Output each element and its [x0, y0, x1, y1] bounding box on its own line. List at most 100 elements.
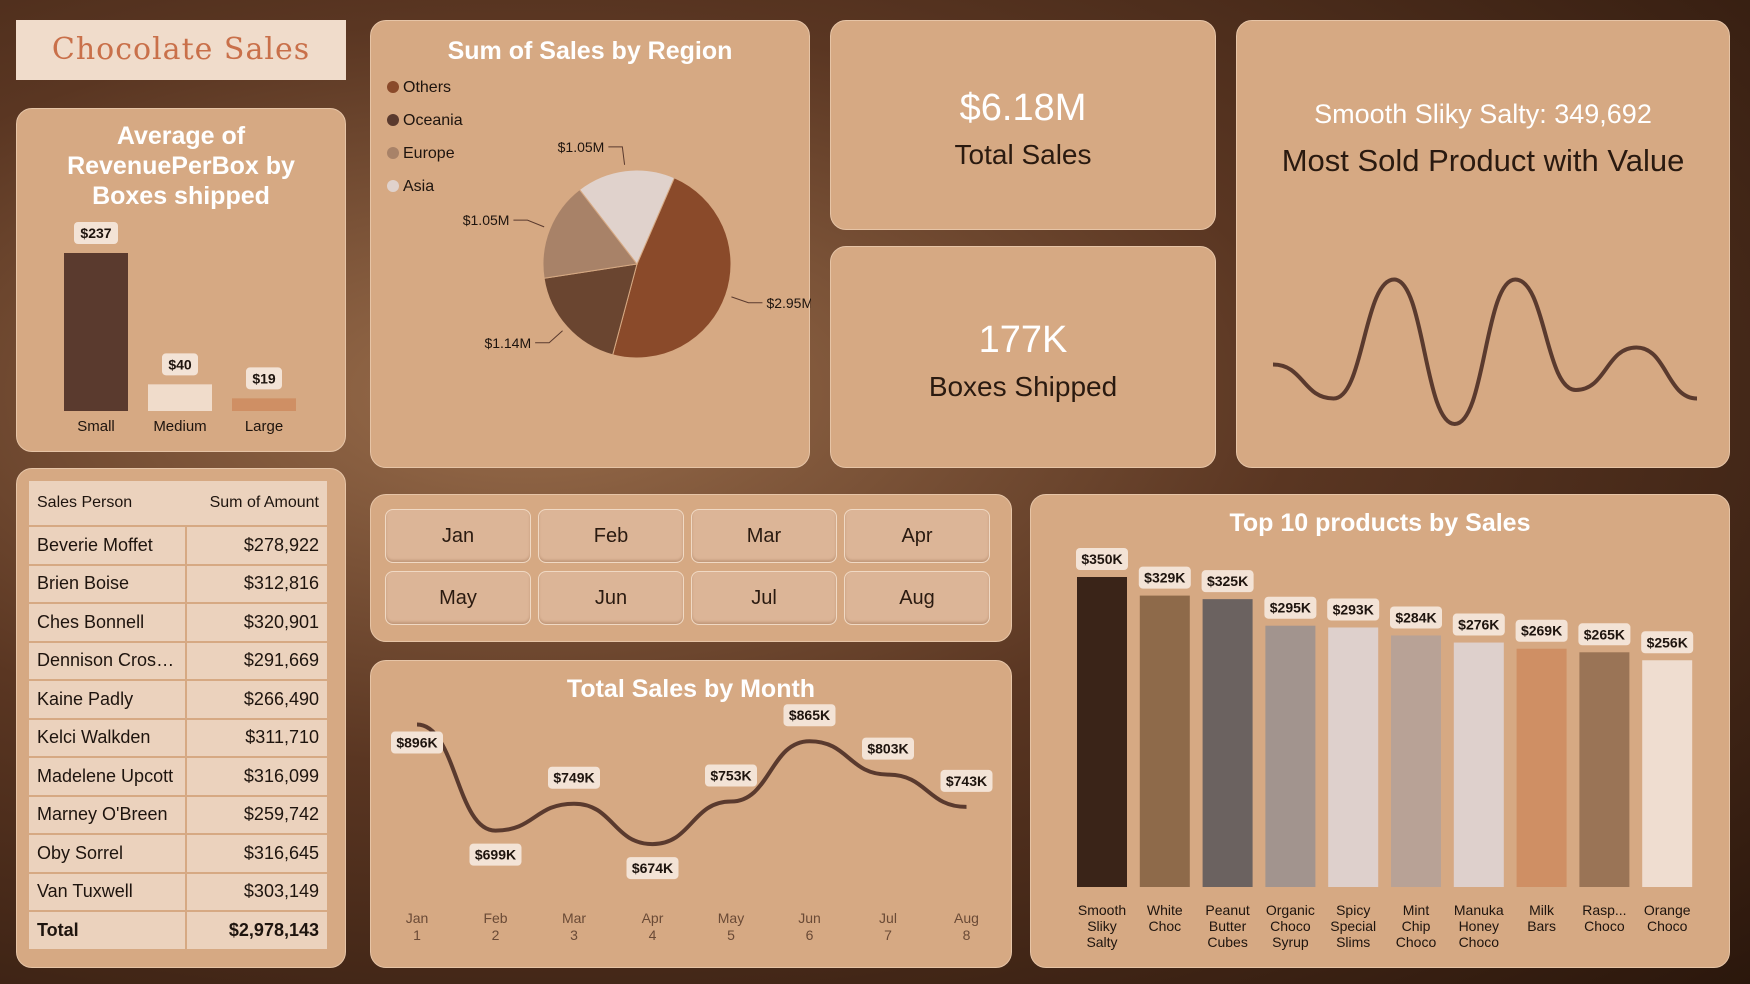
product-bar-label-0-bg: [1076, 548, 1128, 570]
product-bar-label-5-bg: [1390, 606, 1442, 629]
product-bar-0[interactable]: [1077, 577, 1127, 887]
product-bar-8[interactable]: [1579, 652, 1630, 887]
table-row[interactable]: Kelci Walkden $311,710: [29, 717, 327, 757]
product-bar-label-4-bg: [1327, 598, 1380, 621]
legend-oceania: Oceania: [403, 112, 463, 129]
product-bar-5[interactable]: [1391, 635, 1441, 887]
sales-month-point-2[interactable]: [571, 801, 577, 807]
sales-month-point-3[interactable]: [650, 841, 656, 847]
avg-bar-label-0-bg: [74, 222, 118, 244]
product-name-3-2: Syrup: [1272, 934, 1309, 950]
sales-month-point-0[interactable]: [414, 722, 420, 728]
header-sum-amount[interactable]: Sum of Amount: [186, 481, 327, 526]
sales-person-table: Sales Person Sum of Amount Beverie Moffe…: [29, 481, 327, 949]
table-row[interactable]: Beverie Moffet $278,922: [29, 525, 327, 565]
avg-bar-medium[interactable]: [148, 384, 212, 411]
product-bar-label-7: $269K: [1521, 623, 1562, 639]
sales-amount: $316,099: [186, 756, 327, 796]
sales-month-point-4[interactable]: [728, 799, 734, 805]
total-sales-label: Total Sales: [954, 139, 1092, 170]
top-products-title: Top 10 products by Sales: [1229, 509, 1531, 537]
sales-month-label-7-bg: [940, 769, 993, 792]
sales-month-x-7: Aug: [954, 910, 979, 926]
month-button-feb[interactable]: Feb: [538, 509, 684, 563]
table-row[interactable]: Marney O'Breen $259,742: [29, 794, 327, 834]
avg-category-2: Large: [245, 418, 283, 435]
sales-month-label-4-bg: [705, 764, 757, 787]
month-button-jul[interactable]: Jul: [691, 571, 837, 625]
sales-amount: $320,901: [186, 602, 327, 642]
avg-bar-label-0: $237: [80, 225, 111, 241]
product-name-9-0: Orange: [1644, 902, 1691, 918]
avg-bar-large[interactable]: [232, 398, 296, 411]
pie-slice-asia[interactable]: [578, 169, 675, 265]
legend-others: Others: [403, 79, 451, 96]
sales-person-name: Kaine Padly: [29, 679, 187, 719]
sales-month-x-1: Feb: [483, 910, 507, 926]
product-bar-2[interactable]: [1202, 599, 1253, 887]
product-name-6-0: Manuka: [1454, 902, 1504, 918]
pie-label-europe: $1.05M: [463, 212, 510, 228]
month-button-may[interactable]: May: [385, 571, 531, 625]
pie-leader-0: [731, 296, 763, 304]
table-row[interactable]: Ches Bonnell $320,901: [29, 602, 327, 642]
sales-month-label-0-bg: [391, 731, 443, 754]
table-row[interactable]: Van Tuxwell $303,149: [29, 871, 327, 911]
product-bar-1[interactable]: [1139, 595, 1190, 887]
total-label: Total: [29, 910, 187, 949]
sales-month-x-3: Apr: [642, 910, 664, 926]
product-name-4-1: Special: [1330, 918, 1376, 934]
product-bar-label-5: $284K: [1395, 609, 1436, 625]
pie-slice-europe[interactable]: [542, 188, 638, 279]
product-name-4-2: Slims: [1336, 934, 1370, 950]
table-row[interactable]: Dennison Cross... $291,669: [29, 640, 327, 680]
table-row[interactable]: Madelene Upcott $316,099: [29, 756, 327, 796]
sales-month-point-6[interactable]: [885, 772, 891, 778]
product-name-9-1: Choco: [1647, 918, 1688, 934]
sales-month-xnum-5: 6: [806, 927, 814, 943]
month-button-jun[interactable]: Jun: [538, 571, 684, 625]
pie-label-oceania: $1.14M: [484, 335, 531, 351]
product-bar-9[interactable]: [1642, 660, 1693, 887]
month-button-mar[interactable]: Mar: [691, 509, 837, 563]
legend-dot-europe: [387, 147, 399, 159]
sales-person-name: Brien Boise: [29, 563, 187, 603]
table-row[interactable]: Oby Sorrel $316,645: [29, 833, 327, 873]
total-sales-card: $6.18M Total Sales: [830, 20, 1216, 230]
sales-region-title: Sum of Sales by Region: [447, 37, 733, 65]
pie-label-asia: $1.05M: [558, 139, 605, 155]
product-bar-3[interactable]: [1265, 625, 1316, 887]
sales-month-point-1[interactable]: [493, 828, 499, 834]
avg-bar-label-2: $19: [252, 370, 276, 386]
sales-month-label-4: $753K: [710, 768, 751, 784]
product-bar-4[interactable]: [1328, 627, 1379, 887]
month-button-apr[interactable]: Apr: [844, 509, 990, 563]
legend-dot-others: [387, 81, 399, 93]
sales-month-xnum-4: 5: [727, 927, 735, 943]
month-button-aug[interactable]: Aug: [844, 571, 990, 625]
pie-slice-others[interactable]: [612, 177, 732, 359]
sales-month-point-5[interactable]: [807, 738, 813, 744]
sales-amount: $278,922: [186, 525, 327, 565]
sales-month-point-7[interactable]: [964, 804, 970, 810]
avg-bar-small[interactable]: [64, 253, 128, 411]
product-name-2-2: Cubes: [1207, 934, 1247, 950]
header-sales-person[interactable]: Sales Person: [29, 481, 186, 526]
table-row[interactable]: Brien Boise $312,816: [29, 563, 327, 603]
month-button-jan[interactable]: Jan: [385, 509, 531, 563]
product-name-5-1: Chip: [1402, 918, 1431, 934]
sales-month-xnum-3: 4: [649, 927, 657, 943]
sales-month-x-5: Jun: [798, 910, 821, 926]
product-name-0-0: Smooth: [1078, 902, 1126, 918]
table-row[interactable]: Kaine Padly $266,490: [29, 679, 327, 719]
product-bar-6[interactable]: [1453, 642, 1504, 887]
sales-amount: $303,149: [186, 871, 327, 911]
table-header-row: Sales Person Sum of Amount: [29, 481, 327, 526]
product-bar-label-6: $276K: [1458, 617, 1499, 633]
sales-month-label-3-bg: [626, 857, 679, 880]
pie-slice-oceania[interactable]: [543, 263, 638, 356]
product-bar-7[interactable]: [1516, 648, 1567, 887]
sales-amount: $312,816: [186, 563, 327, 603]
pie-leader-3: [608, 146, 626, 165]
